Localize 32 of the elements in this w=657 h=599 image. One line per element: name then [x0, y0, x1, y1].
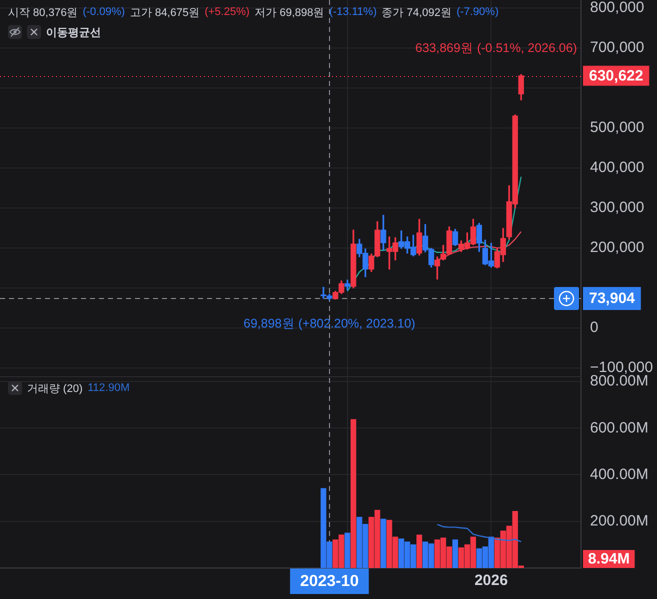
- annotation: 저가 69,898원: [254, 6, 324, 20]
- y-tick-label: 0: [590, 319, 598, 336]
- y-tick-label: 300,000: [590, 199, 644, 216]
- ref-line-label: 630,622: [588, 67, 644, 84]
- text: 8.94M: [588, 550, 630, 568]
- ref-line-label: 73,904: [588, 290, 636, 308]
- annotation: (-0.09%): [82, 6, 125, 18]
- bar: [350, 419, 356, 568]
- y-tick-label: 400,000: [590, 159, 644, 176]
- y-tick-label: 800,000: [590, 0, 644, 16]
- annotation: 고가 84,675원: [130, 6, 200, 20]
- y-tick-label: 200.00M: [590, 512, 648, 530]
- bar: [416, 534, 422, 568]
- x-tick-label: 2023-10: [300, 573, 359, 590]
- annotation: (-7.90%): [456, 6, 499, 18]
- y-tick-label: 400.00M: [590, 466, 648, 483]
- y-tick-label: 200,000: [590, 239, 644, 256]
- y-tick-label: 700,000: [590, 39, 644, 56]
- y-tick-label: 500,000: [590, 119, 644, 136]
- y-tick-label: 600.00M: [590, 419, 648, 436]
- annotation: 69,898원 (+802.20%, 2023.10): [244, 316, 416, 330]
- text: 이동평균선: [46, 26, 101, 40]
- annotation: (+5.25%): [204, 6, 250, 18]
- annotation: 633,869원 (-0.51%, 2026.06): [415, 40, 577, 55]
- annotation: 112.90M: [88, 382, 130, 394]
- bar: [380, 518, 386, 568]
- annotation: 시작 80,376원: [8, 6, 78, 20]
- chart-title: 거래량 (20): [27, 382, 83, 396]
- x-tick-label: 2026: [474, 572, 508, 590]
- annotation: (-13.11%): [329, 6, 377, 18]
- bar: [452, 539, 458, 568]
- annotation: 종가 74,092원: [382, 6, 452, 20]
